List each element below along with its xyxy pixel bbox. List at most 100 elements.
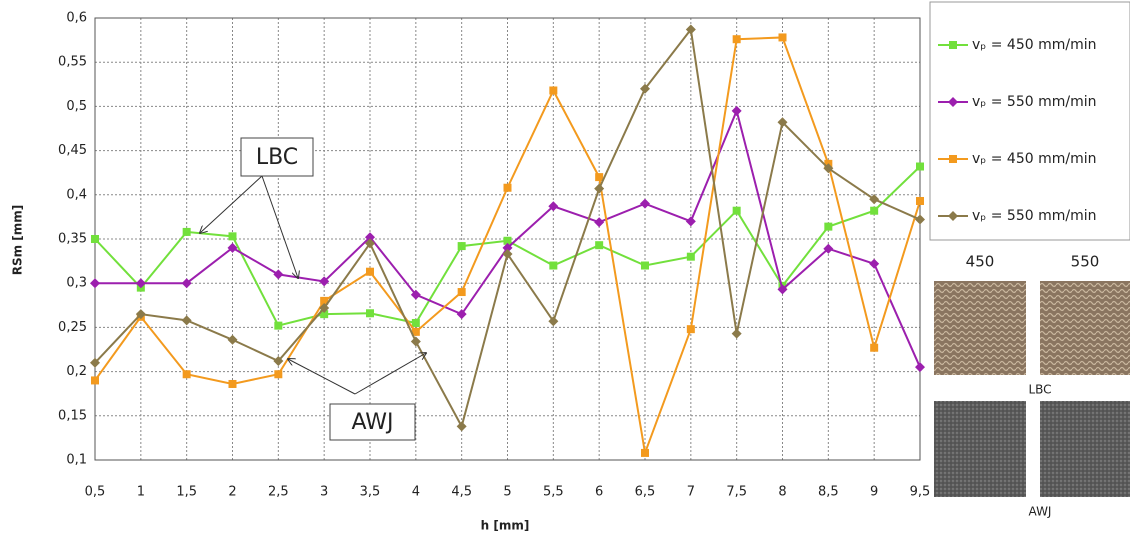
point (456, 421, 467, 432)
y-tick-label: 0,45 (58, 143, 87, 158)
x-tick-label: 3 (320, 485, 328, 500)
x-tick-label: 4 (412, 485, 420, 500)
point (948, 97, 958, 107)
x-tick-label: 8 (778, 485, 786, 500)
x-tick-label: 3,5 (360, 485, 381, 500)
annotation-box (329, 403, 416, 441)
y-tick-label: 0,6 (66, 11, 87, 26)
point (732, 35, 741, 44)
point (227, 334, 238, 345)
legend-label: vₚ = 550 mm/min (972, 208, 1096, 224)
point (227, 242, 238, 253)
point (548, 316, 559, 327)
x-tick-label: 2 (228, 485, 236, 500)
photo-column-label: 450 (966, 253, 995, 271)
y-tick-label: 0,2 (66, 364, 87, 379)
x-tick-label: 1 (137, 485, 145, 500)
x-tick-label: 7,5 (726, 485, 747, 500)
point (870, 206, 879, 215)
legend-label: vₚ = 550 mm/min (972, 94, 1096, 110)
x-tick-label: 5 (503, 485, 511, 500)
point (916, 162, 924, 171)
annotation-arrow (288, 359, 356, 395)
x-tick-label: 9,5 (910, 485, 931, 500)
annotation: AWJ (351, 410, 393, 435)
point (824, 222, 833, 231)
y-axis-label: RSm [mm] (11, 205, 25, 276)
y-tick-label: 0,4 (66, 187, 87, 202)
point (502, 249, 513, 260)
point (228, 379, 237, 388)
point (823, 243, 834, 254)
legend-label: vₚ = 450 mm/min (972, 151, 1096, 167)
point (640, 83, 650, 94)
point (410, 289, 421, 300)
point (411, 318, 420, 327)
x-axis-label: h [mm] (481, 519, 530, 533)
point (548, 201, 559, 212)
x-tick-label: 5,5 (543, 485, 564, 500)
point (135, 309, 146, 320)
x-tick-label: 9 (870, 485, 878, 500)
point (90, 357, 100, 368)
point (91, 376, 99, 385)
point (503, 236, 512, 245)
point (869, 194, 880, 205)
point (731, 105, 742, 116)
point (273, 269, 284, 280)
point (595, 173, 604, 182)
point (320, 310, 329, 319)
point (135, 278, 146, 289)
x-tick-label: 2,5 (268, 485, 289, 500)
y-tick-label: 0,1 (66, 453, 87, 468)
y-tick-label: 0,25 (58, 320, 87, 335)
photo (1040, 281, 1130, 375)
point (91, 235, 99, 243)
y-tick-label: 0,35 (58, 232, 87, 247)
photo-row-label: LBC (1028, 383, 1051, 397)
point (366, 267, 374, 276)
point (549, 261, 558, 270)
y-tick-label: 0,15 (58, 408, 87, 423)
point (777, 117, 788, 128)
annotation: LBC (256, 145, 298, 170)
point (457, 288, 466, 297)
point (685, 216, 696, 227)
point (228, 232, 237, 241)
point (456, 309, 467, 320)
y-tick-label: 0,55 (58, 55, 87, 70)
point (182, 370, 191, 379)
point (949, 41, 957, 49)
point (594, 183, 605, 194)
photo (934, 401, 1026, 497)
point (823, 163, 834, 174)
point (915, 362, 925, 373)
y-tick-label: 0,5 (66, 99, 87, 114)
photo-row-label: AWJ (1029, 505, 1052, 519)
point (411, 327, 420, 336)
point (641, 261, 649, 270)
annotation-arrow (354, 353, 426, 395)
point (457, 242, 466, 251)
photo (1040, 401, 1130, 497)
point (686, 325, 695, 334)
point (732, 206, 741, 215)
annotation-arrow (200, 175, 263, 233)
x-tick-label: 6,5 (635, 485, 656, 500)
photo-column-label: 550 (1071, 253, 1100, 271)
annotation-box (240, 137, 314, 177)
point (778, 33, 787, 42)
x-tick-label: 7 (687, 485, 695, 500)
x-tick-label: 6 (595, 485, 603, 500)
point (366, 309, 374, 318)
point (503, 183, 512, 192)
point (869, 258, 880, 269)
point (274, 321, 283, 330)
point (365, 232, 375, 243)
point (182, 227, 191, 236)
point (870, 343, 879, 352)
photo (934, 281, 1026, 375)
point (731, 328, 742, 339)
point (549, 86, 558, 95)
x-tick-label: 4,5 (451, 485, 472, 500)
